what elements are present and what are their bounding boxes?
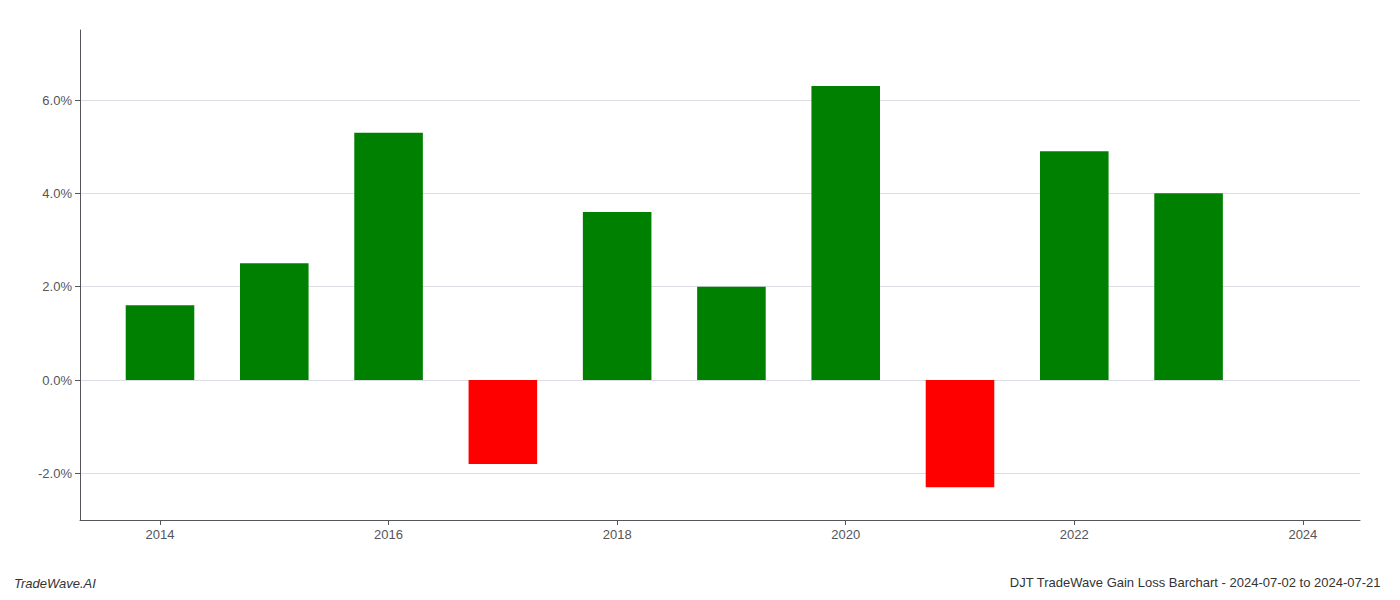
svg-text:2022: 2022 (1060, 527, 1089, 542)
svg-text:2018: 2018 (603, 527, 632, 542)
svg-text:2024: 2024 (1288, 527, 1317, 542)
svg-text:2020: 2020 (831, 527, 860, 542)
svg-text:0.0%: 0.0% (42, 373, 72, 388)
svg-text:4.0%: 4.0% (42, 186, 72, 201)
svg-text:DJT TradeWave Gain Loss Barcha: DJT TradeWave Gain Loss Barchart - 2024-… (1010, 575, 1381, 590)
svg-text:6.0%: 6.0% (42, 93, 72, 108)
svg-text:-2.0%: -2.0% (38, 466, 72, 481)
svg-text:2014: 2014 (146, 527, 175, 542)
svg-text:TradeWave.AI: TradeWave.AI (14, 576, 96, 591)
svg-text:2.0%: 2.0% (42, 279, 72, 294)
svg-text:2016: 2016 (374, 527, 403, 542)
